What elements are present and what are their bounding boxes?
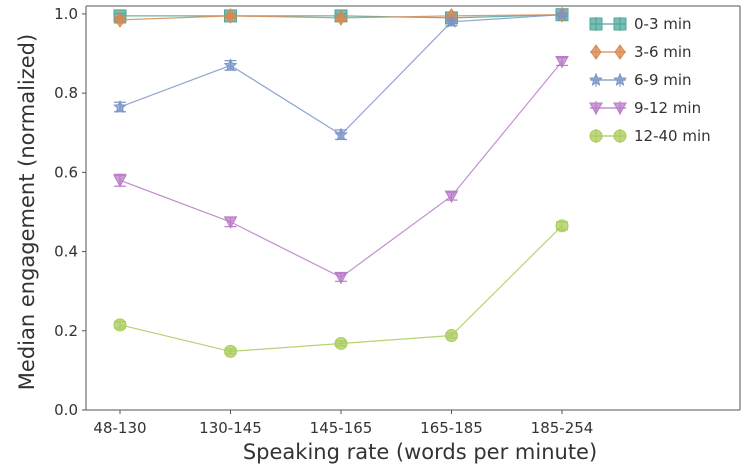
legend-label-3: 9-12 min	[634, 99, 701, 117]
point-1-1	[224, 8, 237, 24]
legend-marker-a-3	[589, 102, 603, 116]
y-tick-label-5: 1.0	[54, 5, 78, 23]
x-tick-label-2: 145-165	[310, 419, 373, 437]
x-tick-label-0: 48-130	[93, 419, 146, 437]
legend-entry-4: 12-40 min	[589, 127, 711, 145]
axes: 0.0 0.2 0.4 0.6 0.8 1.0 48-130 130-145 145-165 16…	[54, 5, 741, 437]
legend-label-1: 3-6 min	[634, 43, 692, 61]
legend-marker-b-2	[613, 72, 627, 86]
legend-marker-a-4	[589, 129, 603, 143]
point-4-0	[113, 318, 127, 332]
legend-marker-b-3	[613, 102, 627, 116]
legend: 0-3 min 3-6 min 6-9 min 9-12 min 12-40 min	[589, 15, 711, 145]
x-tick-label-3: 165-185	[420, 419, 483, 437]
point-3-1	[223, 216, 238, 229]
point-3-0	[113, 174, 127, 188]
point-3-4	[555, 55, 569, 69]
point-3-3	[444, 190, 459, 204]
legend-entry-0: 0-3 min	[589, 15, 692, 33]
series-3	[113, 55, 569, 285]
series-4	[113, 219, 569, 358]
series-layer	[113, 6, 569, 358]
legend-marker-a-2	[589, 72, 603, 86]
legend-marker-b-0	[613, 17, 627, 31]
point-4-4	[555, 219, 569, 233]
legend-entry-3: 9-12 min	[589, 99, 701, 117]
point-1-2	[335, 10, 347, 26]
point-4-1	[224, 344, 237, 358]
series-line-2	[119, 14, 563, 136]
point-2-1	[223, 58, 238, 72]
y-tick-label-0: 0.0	[54, 401, 78, 419]
legend-entry-2: 6-9 min	[589, 71, 692, 89]
x-tick-label-1: 130-145	[199, 419, 262, 437]
x-tick-label-4: 185-254	[531, 419, 594, 437]
series-2	[113, 7, 569, 141]
legend-marker-a-0	[589, 17, 603, 31]
point-2-4	[555, 7, 569, 21]
series-line-3	[119, 61, 563, 279]
legend-label-0: 0-3 min	[634, 15, 692, 33]
legend-marker-a-1	[590, 44, 602, 60]
legend-marker-b-1	[614, 44, 626, 60]
x-axis-label: Speaking rate (words per minute)	[243, 440, 597, 464]
point-2-0	[113, 99, 127, 113]
point-4-2	[334, 336, 348, 350]
y-tick-label-4: 0.8	[54, 84, 78, 102]
series-1	[114, 6, 568, 28]
y-tick-label-2: 0.4	[54, 243, 78, 261]
point-1-0	[114, 12, 126, 28]
y-axis-label: Median engagement (normalized)	[15, 34, 39, 390]
y-tick-label-1: 0.2	[54, 322, 78, 340]
point-3-2	[334, 271, 348, 285]
legend-marker-b-4	[613, 129, 627, 143]
point-4-3	[445, 329, 458, 343]
point-2-3	[444, 14, 459, 28]
y-tick-label-3: 0.6	[54, 163, 78, 181]
point-2-2	[334, 127, 348, 141]
legend-label-2: 6-9 min	[634, 71, 692, 89]
series-line-4	[119, 225, 563, 353]
legend-entry-1: 3-6 min	[590, 43, 692, 61]
legend-label-4: 12-40 min	[634, 127, 711, 145]
